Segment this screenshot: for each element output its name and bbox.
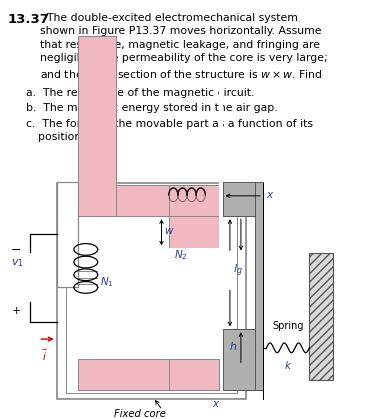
Text: $k$: $k$ [284,359,292,370]
Bar [169,359,219,390]
Text: $h$: $h$ [229,340,237,352]
Bar [223,329,263,390]
Text: $w$: $w$ [164,226,175,236]
Text: −: − [11,244,22,257]
Text: Spring: Spring [273,321,304,331]
Bar [57,183,246,399]
Text: $l_g$: $l_g$ [233,263,242,279]
Bar [78,36,116,216]
Bar [66,190,237,393]
Text: position.: position. [38,132,85,142]
Text: c.  The force on the movable part as a function of its: c. The force on the movable part as a fu… [25,119,313,129]
Text: $N_2$: $N_2$ [174,248,188,262]
Text: $\vec{i}$: $\vec{i}$ [42,348,49,363]
Text: $x$: $x$ [212,399,220,409]
Bar [169,216,219,248]
Text: The double-excited electromechanical system
shown in Figure P13.37 moves horizon: The double-excited electromechanical sys… [40,13,328,80]
Bar [223,182,263,216]
Bar [219,85,223,251]
Bar [78,359,219,390]
Bar [116,248,222,359]
Text: b.  The magnetic energy stored in the air gap.: b. The magnetic energy stored in the air… [25,103,277,113]
Text: $N_1$: $N_1$ [100,276,114,290]
Text: +: + [12,306,21,316]
Text: $v_1$: $v_1$ [11,257,24,269]
Bar [309,253,333,380]
Bar [255,182,263,390]
Bar [57,182,78,287]
Bar [78,185,219,216]
Text: a.  The reluctance of the magnetic circuit.: a. The reluctance of the magnetic circui… [25,88,254,98]
Text: Fixed core: Fixed core [114,409,166,419]
Text: $x$: $x$ [266,190,274,200]
Bar [169,185,219,216]
Text: 13.37: 13.37 [7,13,49,26]
